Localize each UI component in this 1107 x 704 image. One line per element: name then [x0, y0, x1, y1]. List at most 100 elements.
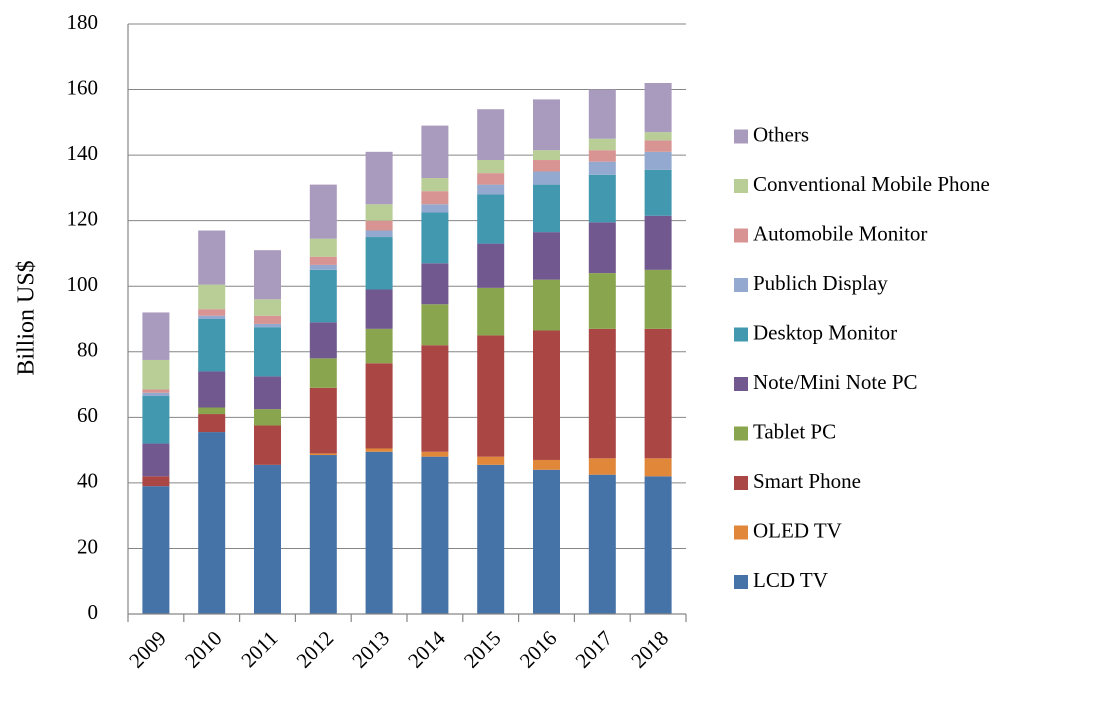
bar-segment [421, 191, 449, 205]
bar-segment [644, 269, 672, 329]
bar-segment [421, 178, 449, 192]
legend-label: Tablet PC [753, 419, 836, 443]
bar-segment [533, 150, 560, 161]
bar-segment [588, 161, 616, 175]
bar-segment [421, 263, 449, 305]
bar-segment [533, 160, 560, 172]
bar-segment [421, 456, 449, 614]
bar-segment [477, 184, 505, 195]
bar-segment [142, 312, 170, 360]
bar-segment [365, 151, 393, 205]
bar-segment [365, 328, 393, 364]
bar-segment [254, 376, 281, 410]
x-tick-label: 2011 [236, 626, 282, 672]
y-tick-label: 0 [88, 600, 99, 624]
bar-segment [309, 387, 337, 454]
bar-segment [198, 319, 226, 372]
legend-swatch [734, 228, 748, 243]
legend-swatch [734, 426, 748, 441]
bar-segment [644, 140, 672, 152]
bar-segment [644, 476, 672, 614]
bar-segment [644, 215, 672, 270]
bar-segment [644, 458, 672, 477]
bar-segment [477, 287, 505, 336]
bar-segment [588, 474, 616, 614]
x-tick-label: 2017 [571, 626, 618, 673]
bar-segment [477, 109, 505, 161]
y-tick-label: 40 [77, 469, 98, 493]
bar-segment [365, 230, 393, 238]
legend-swatch [734, 179, 748, 193]
legend-label: OLED TV [753, 518, 842, 542]
bar-segment [421, 345, 449, 452]
legend-swatch [734, 278, 748, 292]
bar-segment [588, 138, 616, 151]
bar-segment [365, 237, 393, 290]
x-tick-label: 2012 [292, 626, 339, 673]
bar-segment [533, 232, 560, 280]
bar-segment [254, 315, 281, 324]
bar-segment [254, 250, 281, 300]
bar-segment [588, 150, 616, 162]
legend-label: Automobile Monitor [753, 221, 927, 245]
bar-segment [533, 184, 560, 233]
bar-segment [309, 453, 337, 456]
bar-segment [309, 455, 337, 614]
bar-segment [588, 89, 616, 139]
legend-swatch [734, 377, 748, 391]
x-tick-label: 2016 [515, 626, 562, 673]
bar-segment [198, 414, 226, 433]
y-tick-label: 180 [67, 10, 99, 34]
y-tick-label: 140 [67, 141, 99, 165]
legend-label: Others [753, 122, 809, 146]
bar-segment [198, 309, 226, 316]
bar-segment [198, 315, 226, 319]
legend-swatch [734, 575, 748, 589]
bar-segment [309, 322, 337, 359]
bar-segment [477, 243, 505, 288]
legend-swatch [734, 476, 748, 490]
bar-segment [533, 279, 560, 331]
bar-segment [533, 459, 560, 470]
legend-label: Desktop Monitor [753, 320, 897, 344]
legend-swatch [734, 525, 748, 540]
legend-label: Publich Display [753, 271, 888, 295]
y-tick-label: 80 [77, 338, 98, 362]
x-tick-label: 2009 [124, 626, 171, 673]
bar-segment [477, 464, 505, 614]
bar-segment [421, 304, 449, 346]
bar-segment [477, 335, 505, 457]
bar-segment [365, 448, 393, 452]
legend-label: Note/Mini Note PC [753, 370, 918, 394]
bar-segment [254, 299, 281, 316]
bar-segment [533, 99, 560, 151]
x-tick-label: 2010 [180, 626, 227, 673]
bar-segment [142, 396, 170, 444]
legend-label: Conventional Mobile Phone [753, 172, 990, 196]
bar-segment [309, 358, 337, 388]
bar-segment [142, 443, 170, 477]
bar-segment [365, 289, 393, 329]
bar-segment [421, 125, 449, 179]
y-axis-label: Billion US$ [14, 260, 40, 375]
legend-swatch [734, 327, 748, 342]
bar-segment [365, 220, 393, 231]
bar-segment [309, 264, 337, 270]
bar-segment [588, 273, 616, 329]
bar-segment [588, 222, 616, 274]
bar-segment [254, 327, 281, 377]
y-tick-label: 120 [67, 206, 99, 230]
bar-segment [198, 407, 226, 415]
bar-segment [588, 174, 616, 223]
bar-segment [309, 269, 337, 323]
bar-segment [533, 171, 560, 185]
bar-segment [533, 330, 560, 460]
bar-segment [142, 389, 170, 393]
y-tick-label: 160 [67, 75, 99, 99]
bar-segment [588, 328, 616, 459]
bar-segment [254, 464, 281, 614]
y-tick-label: 100 [67, 272, 99, 296]
bar-segment [198, 284, 226, 310]
legend-label: Smart Phone [753, 469, 861, 493]
bar-segment [421, 212, 449, 264]
